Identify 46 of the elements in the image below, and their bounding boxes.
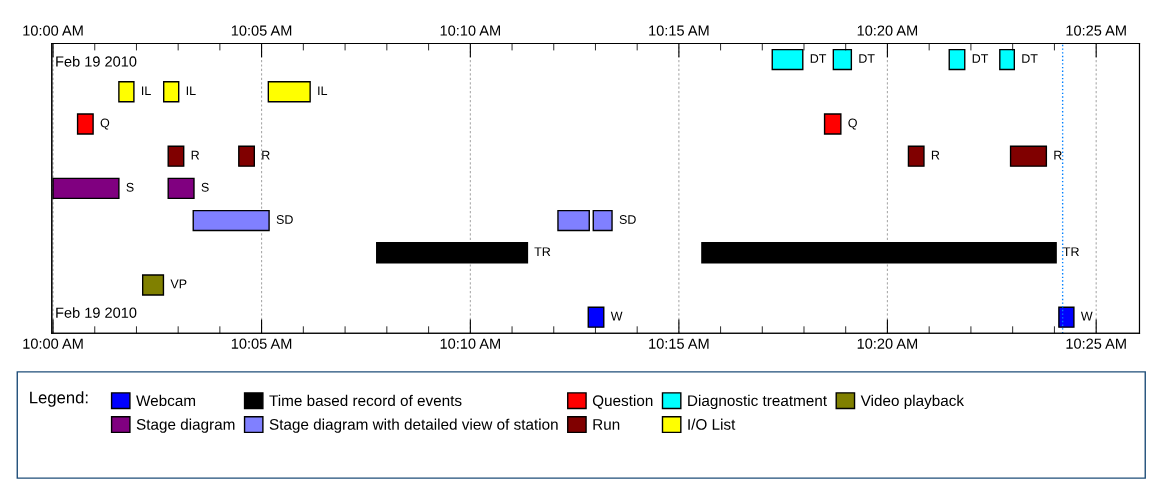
data-label: SD xyxy=(619,215,636,224)
data-label: TR xyxy=(534,247,551,256)
data-label: DT xyxy=(810,54,827,63)
data-label: DT xyxy=(972,54,989,63)
x-tick-label: 10:00 AM xyxy=(23,338,83,349)
annotation: Feb 19 2010 xyxy=(56,307,137,318)
data-label: Q xyxy=(100,118,110,130)
x-tick-label: 10:10 AM xyxy=(440,338,500,349)
legend-label: Question xyxy=(592,394,653,409)
x-tick-label: 10:20 AM xyxy=(857,338,918,349)
x-tick-label: 10:15 AM xyxy=(649,338,709,349)
legend-label: Webcam xyxy=(136,394,196,407)
data-label: DT xyxy=(1022,54,1038,63)
x2-tick-label: 10:20 AM xyxy=(857,25,918,36)
x-tick-label: 10:25 AM xyxy=(1066,338,1126,349)
annotation: Feb 19 2010 xyxy=(56,55,137,67)
data-label: IL xyxy=(318,86,328,95)
legend-label: Video playback xyxy=(860,394,965,410)
data-label: VP xyxy=(170,279,187,289)
data-label: IL xyxy=(142,86,151,95)
legend-label: Stage diagram with detailed view of station xyxy=(269,418,558,433)
data-label: R xyxy=(931,150,940,160)
data-label: W xyxy=(1080,311,1093,321)
data-label: Q xyxy=(848,118,857,130)
data-label: S xyxy=(126,182,134,192)
data-label: IL xyxy=(186,86,196,95)
data-label: R xyxy=(262,150,270,160)
data-label: SD xyxy=(276,215,293,224)
data-label: R xyxy=(191,150,200,160)
x2-tick-label: 10:15 AM xyxy=(649,25,709,36)
x2-tick-label: 10:00 AM xyxy=(23,25,83,36)
x2-tick-label: 10:05 AM xyxy=(231,25,292,36)
data-label: TR xyxy=(1063,247,1079,256)
x-tick-label: 10:05 AM xyxy=(231,338,292,349)
x2-tick-label: 10:25 AM xyxy=(1066,25,1126,36)
data-label: S xyxy=(201,182,209,192)
legend-label: I/O List xyxy=(688,418,736,430)
x2-tick-label: 10:10 AM xyxy=(440,25,500,36)
data-label: W xyxy=(610,311,623,321)
legend-label: Run xyxy=(593,419,620,430)
legend-label: Stage diagram xyxy=(136,418,235,433)
data-label: R xyxy=(1054,150,1062,160)
legend-label: Diagnostic treatment xyxy=(688,394,827,410)
data-label: DT xyxy=(859,54,875,63)
legend-label: Time based record of events xyxy=(269,394,462,407)
legend-title: Legend: xyxy=(30,391,88,407)
